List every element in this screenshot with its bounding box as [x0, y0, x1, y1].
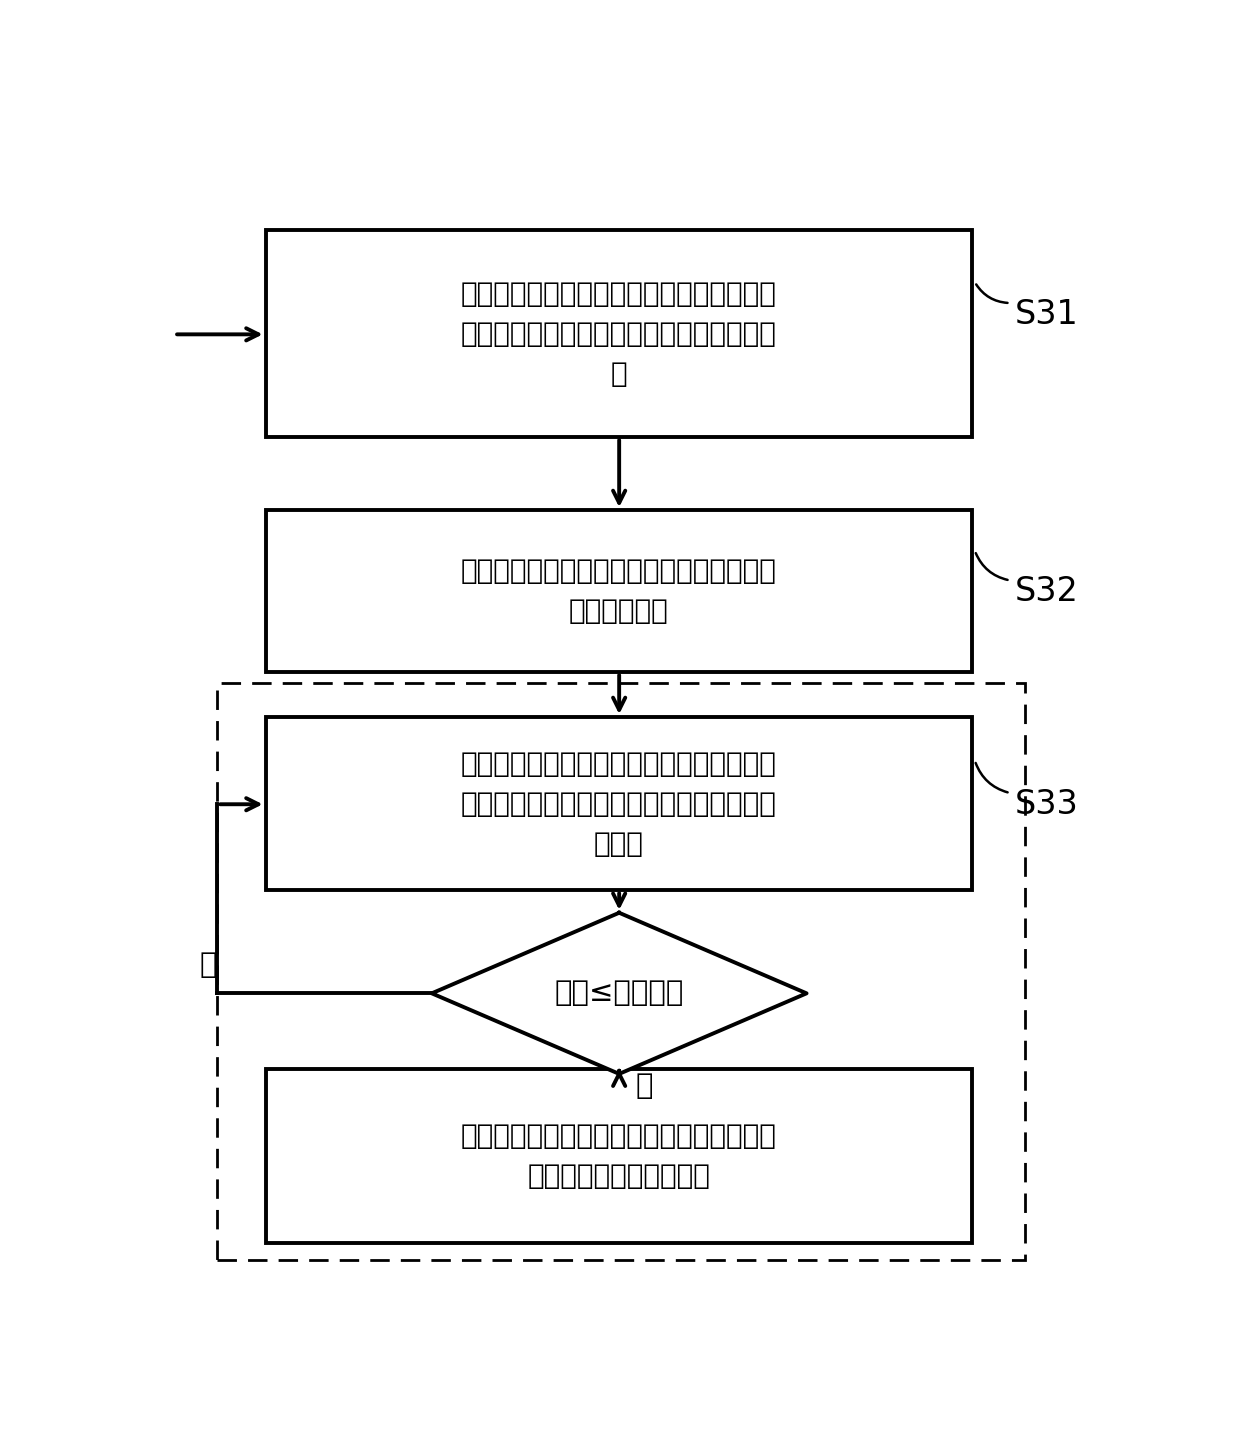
- FancyBboxPatch shape: [265, 510, 972, 673]
- Text: S32: S32: [1016, 575, 1079, 609]
- Text: 计算分类结果与输入样本对应的标签之间的
误差，通过误差反向传播来对全卷积网络参
数更新: 计算分类结果与输入样本对应的标签之间的 误差，通过误差反向传播来对全卷积网络参 …: [461, 750, 776, 857]
- Polygon shape: [432, 912, 806, 1074]
- Text: 误差≤门槛值？: 误差≤门槛值？: [554, 979, 683, 1007]
- FancyBboxPatch shape: [265, 231, 972, 437]
- FancyBboxPatch shape: [265, 716, 972, 891]
- Text: 使用编码部对地震数据训练集的输入样本进
行特征属性提取，经过提取获得样本特征数
据: 使用编码部对地震数据训练集的输入样本进 行特征属性提取，经过提取获得样本特征数 …: [461, 279, 776, 388]
- FancyBboxPatch shape: [265, 1069, 972, 1242]
- Text: 否: 否: [200, 952, 217, 979]
- Text: 使用解码部对样本特征数据进行特征重构，
得到分类结果: 使用解码部对样本特征数据进行特征重构， 得到分类结果: [461, 556, 776, 625]
- Text: S33: S33: [1016, 788, 1079, 821]
- Text: 全卷积网络训练完成，将训练完成的全卷积
网络确定为初至拾取模型: 全卷积网络训练完成，将训练完成的全卷积 网络确定为初至拾取模型: [461, 1122, 776, 1190]
- Text: S31: S31: [1016, 298, 1079, 331]
- Text: 是: 是: [635, 1072, 653, 1100]
